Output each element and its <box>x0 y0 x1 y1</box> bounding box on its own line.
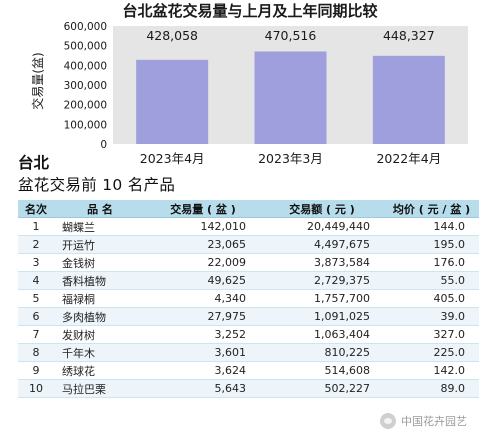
cell-qty: 27,975 <box>146 307 260 326</box>
col-header-name: 品 名 <box>54 200 146 218</box>
table-row: 10 马拉巴栗 5,643 502,227 89.0 <box>18 379 479 398</box>
cell-name: 香料植物 <box>54 271 146 290</box>
value-labels: 428,058 470,516 448,327 <box>146 28 434 43</box>
cell-name: 蝴蝶兰 <box>54 217 146 236</box>
cell-name: 福禄桐 <box>54 289 146 308</box>
table-row: 9 绣球花 3,624 514,608 142.0 <box>18 361 479 380</box>
value-label: 448,327 <box>383 28 435 43</box>
cell-price: 195.0 <box>384 235 479 254</box>
x-category-label: 2022年4月 <box>376 151 441 166</box>
cell-price: 327.0 <box>384 325 479 344</box>
cell-qty: 3,601 <box>146 343 260 362</box>
cell-price: 55.0 <box>384 271 479 290</box>
y-tick-label: 0 <box>100 139 107 151</box>
bar <box>136 59 209 144</box>
cell-amount: 20,449,440 <box>260 217 384 236</box>
table-row: 6 多肉植物 27,975 1,091,025 39.0 <box>18 307 479 326</box>
table-header-row: 名次 品 名 交易量 ( 盆 ) 交易额 ( 元 ) 均价 ( 元 / 盆 ) <box>18 200 479 218</box>
wechat-icon <box>380 413 396 429</box>
table-row: 8 千年木 3,601 810,225 225.0 <box>18 343 479 362</box>
cell-amount: 514,608 <box>260 361 384 380</box>
cell-name: 发财树 <box>54 325 146 344</box>
y-tick-label: 600,000 <box>64 21 107 33</box>
y-axis-title: 交易量(盆) <box>30 52 45 109</box>
cell-rank: 3 <box>18 253 54 272</box>
y-tick-label: 300,000 <box>64 80 107 92</box>
bars <box>136 51 445 144</box>
cell-rank: 8 <box>18 343 54 362</box>
col-header-price: 均价 ( 元 / 盆 ) <box>384 200 479 218</box>
cell-qty: 23,065 <box>146 235 260 254</box>
region-title: 台北 <box>18 154 50 172</box>
table-row: 2 开运竹 23,065 4,497,675 195.0 <box>18 235 479 254</box>
cell-amount: 1,757,700 <box>260 289 384 308</box>
cell-qty: 3,252 <box>146 325 260 344</box>
cell-rank: 9 <box>18 361 54 380</box>
cell-qty: 4,340 <box>146 289 260 308</box>
cell-price: 176.0 <box>384 253 479 272</box>
bar <box>254 51 327 144</box>
cell-name: 马拉巴栗 <box>54 379 146 398</box>
cell-name: 绣球花 <box>54 361 146 380</box>
bar-chart: 台北盆花交易量与上月及上年同期比较 0 100,000 200,000 300,000… <box>30 2 468 166</box>
cell-qty: 142,010 <box>146 217 260 236</box>
y-tick-label: 100,000 <box>64 119 107 131</box>
y-tick-label: 400,000 <box>64 60 107 72</box>
cell-amount: 810,225 <box>260 343 384 362</box>
cell-qty: 3,624 <box>146 361 260 380</box>
cell-rank: 6 <box>18 307 54 326</box>
cell-rank: 5 <box>18 289 54 308</box>
table-row: 7 发财树 3,252 1,063,404 327.0 <box>18 325 479 344</box>
cell-amount: 2,729,375 <box>260 271 384 290</box>
y-tick-label: 500,000 <box>64 41 107 53</box>
y-axis-label: 交易量(盆) <box>30 52 45 109</box>
cell-rank: 2 <box>18 235 54 254</box>
cell-price: 405.0 <box>384 289 479 308</box>
table-row: 4 香料植物 49,625 2,729,375 55.0 <box>18 271 479 290</box>
cell-rank: 7 <box>18 325 54 344</box>
value-label: 428,058 <box>146 28 198 43</box>
chart-panel: 台北盆花交易量与上月及上年同期比较 0 100,000 200,000 300,000… <box>0 0 468 168</box>
cell-qty: 49,625 <box>146 271 260 290</box>
cell-amount: 3,873,584 <box>260 253 384 272</box>
x-category-label: 2023年3月 <box>258 151 323 166</box>
cell-price: 142.0 <box>384 361 479 380</box>
bar <box>372 55 445 144</box>
table-row: 5 福禄桐 4,340 1,757,700 405.0 <box>18 289 479 308</box>
y-tick-label: 200,000 <box>64 100 107 112</box>
x-category-label: 2023年4月 <box>140 151 205 166</box>
top10-table: 名次 品 名 交易量 ( 盆 ) 交易额 ( 元 ) 均价 ( 元 / 盆 ) … <box>18 200 479 398</box>
cell-qty: 22,009 <box>146 253 260 272</box>
cell-amount: 502,227 <box>260 379 384 398</box>
cell-rank: 4 <box>18 271 54 290</box>
cell-price: 89.0 <box>384 379 479 398</box>
x-axis-categories: 2023年4月 2023年3月 2022年4月 <box>140 151 441 166</box>
chart-title: 台北盆花交易量与上月及上年同期比较 <box>122 2 377 20</box>
value-label: 470,516 <box>265 28 317 43</box>
cell-amount: 4,497,675 <box>260 235 384 254</box>
cell-qty: 5,643 <box>146 379 260 398</box>
cell-name: 千年木 <box>54 343 146 362</box>
table-title: 盆花交易前 10 名产品 <box>18 176 176 194</box>
cell-name: 金钱树 <box>54 253 146 272</box>
cell-rank: 1 <box>18 217 54 236</box>
cell-rank: 10 <box>18 379 54 398</box>
cell-name: 多肉植物 <box>54 307 146 326</box>
col-header-rank: 名次 <box>18 200 54 218</box>
table-row: 1 蝴蝶兰 142,010 20,449,440 144.0 <box>18 217 479 236</box>
table-row: 3 金钱树 22,009 3,873,584 176.0 <box>18 253 479 272</box>
col-header-qty: 交易量 ( 盆 ) <box>146 200 260 218</box>
watermark-text: 中国花卉园艺 <box>401 415 467 428</box>
cell-amount: 1,091,025 <box>260 307 384 326</box>
y-axis: 0 100,000 200,000 300,000 400,000 500,000 600,… <box>64 21 107 151</box>
cell-name: 开运竹 <box>54 235 146 254</box>
watermark: 中国花卉园艺 <box>380 411 467 431</box>
cell-price: 225.0 <box>384 343 479 362</box>
cell-price: 144.0 <box>384 217 479 236</box>
col-header-amount: 交易额 ( 元 ) <box>260 200 384 218</box>
cell-price: 39.0 <box>384 307 479 326</box>
cell-amount: 1,063,404 <box>260 325 384 344</box>
